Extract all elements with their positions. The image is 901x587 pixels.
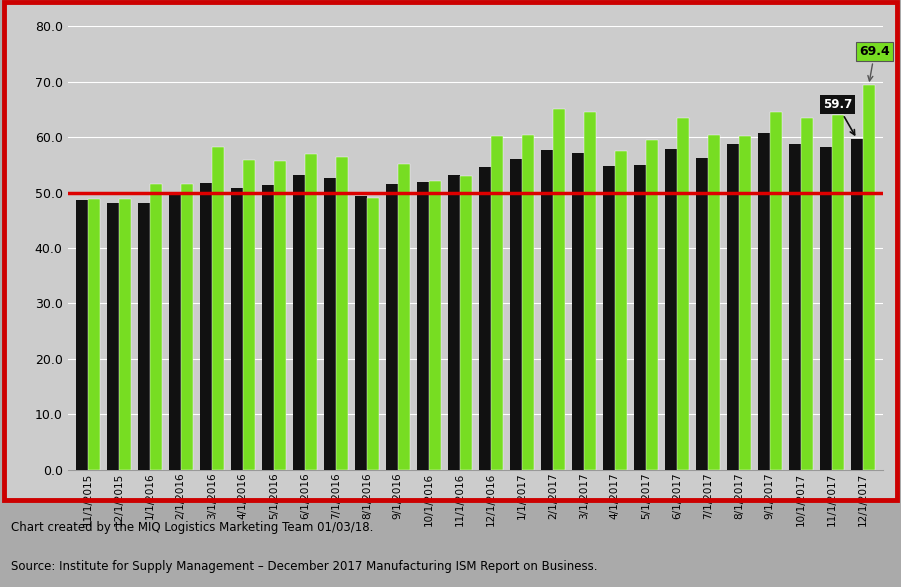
- Bar: [324, 178, 336, 470]
- Bar: [603, 166, 614, 470]
- Bar: [212, 147, 223, 470]
- Bar: [553, 109, 565, 470]
- Bar: [417, 182, 429, 470]
- Text: Source: Institute for Supply Management – December 2017 Manufacturing ISM Report: Source: Institute for Supply Management …: [11, 560, 597, 573]
- Bar: [789, 144, 801, 470]
- Bar: [863, 85, 875, 470]
- Bar: [150, 184, 161, 470]
- Bar: [107, 203, 119, 470]
- Bar: [119, 199, 131, 470]
- Bar: [696, 158, 708, 470]
- Bar: [293, 175, 305, 470]
- Text: Chart created by the MIQ Logistics Marketing Team 01/03/18.: Chart created by the MIQ Logistics Marke…: [11, 521, 373, 535]
- Bar: [646, 140, 658, 470]
- Bar: [460, 176, 471, 470]
- Bar: [181, 184, 193, 470]
- Bar: [820, 147, 832, 470]
- Bar: [677, 118, 688, 470]
- Bar: [572, 153, 584, 470]
- Bar: [200, 183, 212, 470]
- Bar: [832, 115, 843, 470]
- Bar: [76, 200, 87, 470]
- Bar: [231, 188, 242, 470]
- Bar: [305, 154, 316, 470]
- Bar: [355, 196, 367, 470]
- Bar: [169, 195, 181, 470]
- Bar: [851, 139, 863, 470]
- Bar: [367, 198, 378, 470]
- Bar: [739, 136, 751, 470]
- Bar: [665, 150, 677, 470]
- Bar: [614, 151, 626, 470]
- Bar: [541, 150, 553, 470]
- Bar: [429, 181, 441, 470]
- Bar: [708, 135, 720, 470]
- Text: 69.4: 69.4: [860, 45, 890, 81]
- Text: 59.7: 59.7: [823, 99, 855, 135]
- Bar: [727, 144, 739, 470]
- Bar: [274, 161, 286, 470]
- Bar: [386, 184, 397, 470]
- Bar: [138, 203, 150, 470]
- Bar: [758, 133, 769, 470]
- Bar: [397, 164, 410, 470]
- Bar: [479, 167, 491, 470]
- Bar: [491, 136, 503, 470]
- Bar: [262, 185, 274, 470]
- Bar: [801, 119, 813, 470]
- Bar: [634, 166, 646, 470]
- Bar: [87, 199, 99, 470]
- Bar: [584, 112, 596, 470]
- Bar: [769, 112, 781, 470]
- Bar: [522, 135, 533, 470]
- Bar: [336, 157, 348, 470]
- Bar: [242, 160, 254, 470]
- Bar: [448, 175, 460, 470]
- Bar: [510, 159, 522, 470]
